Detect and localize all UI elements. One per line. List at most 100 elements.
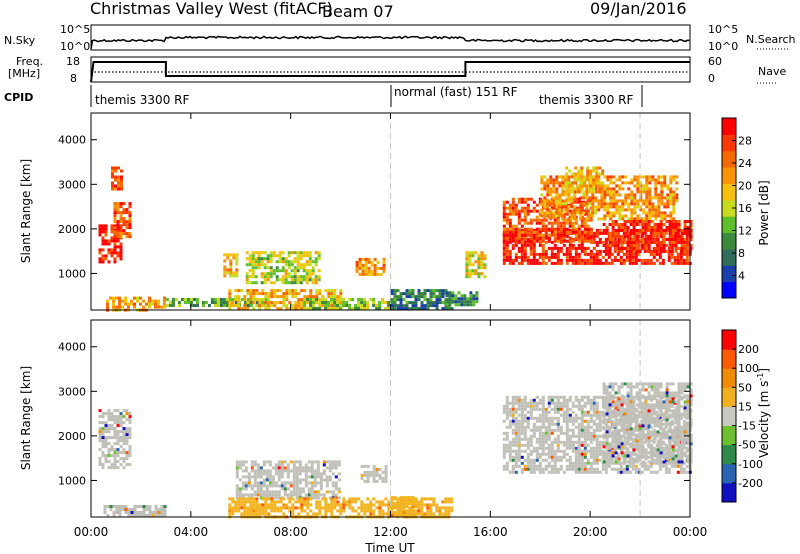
velocity-cell <box>622 398 626 402</box>
velocity-cell <box>640 464 644 468</box>
velocity-cell <box>583 413 587 417</box>
velocity-cell <box>685 464 689 468</box>
power-cell <box>417 289 421 293</box>
power-cell <box>480 260 484 264</box>
power-cell <box>614 241 618 244</box>
velocity-cell <box>571 464 575 468</box>
power-cell <box>574 249 578 253</box>
power-cell <box>680 244 684 247</box>
velocity-cell <box>318 503 322 507</box>
velocity-cell <box>667 413 671 417</box>
velocity-cell <box>611 433 615 437</box>
power-cell <box>546 205 550 209</box>
power-cell <box>505 227 509 231</box>
power-cell <box>609 217 613 221</box>
velocity-cell <box>559 455 563 459</box>
power-cell <box>544 230 548 234</box>
power-cell <box>683 220 687 223</box>
nave-tick-low: 0 <box>708 72 715 85</box>
power-cell <box>517 261 521 265</box>
velocity-cell <box>565 446 569 450</box>
power-cell <box>666 196 670 200</box>
velocity-cell <box>580 434 584 438</box>
velocity-cell <box>538 419 542 423</box>
power-cell <box>547 233 551 237</box>
power-cell <box>315 295 319 299</box>
velocity-cell <box>614 403 618 407</box>
velocity-cell <box>285 506 289 510</box>
power-cell <box>595 234 599 238</box>
power-cell <box>269 269 273 273</box>
power-cell <box>592 175 596 179</box>
power-cell <box>574 227 578 231</box>
power-cell <box>308 257 312 261</box>
velocity-cell <box>514 437 518 441</box>
power-cell <box>662 238 666 241</box>
power-cell <box>671 229 675 232</box>
velocity-cell <box>577 407 581 411</box>
power-cell <box>592 252 596 256</box>
power-cell <box>595 166 599 170</box>
power-cell <box>339 301 343 305</box>
velocity-cell <box>580 431 584 435</box>
velocity-cell <box>535 419 539 423</box>
velocity-cell <box>369 473 373 477</box>
power-cell <box>658 261 662 265</box>
power-cell <box>278 260 282 264</box>
velocity-cell <box>559 431 563 435</box>
freq-tick-low: 8 <box>70 72 77 85</box>
velocity-cell <box>417 503 421 507</box>
velocity-cell <box>303 503 307 507</box>
velocity-cell <box>255 500 259 504</box>
velocity-cell <box>622 407 626 411</box>
velocity-cell <box>547 422 551 426</box>
power-cell <box>535 239 539 243</box>
power-cell <box>523 209 527 213</box>
velocity-cell <box>387 503 391 507</box>
power-cell <box>98 251 102 255</box>
velocity-cell <box>623 400 627 404</box>
velocity-cell <box>544 410 548 414</box>
velocity-cell <box>303 500 307 504</box>
power-cell <box>255 301 259 304</box>
power-cell <box>405 289 409 293</box>
nsearch-tick-high: 10^5 <box>708 23 738 36</box>
power-cell <box>662 241 666 244</box>
velocity-cell <box>541 449 545 453</box>
velocity-cell <box>595 434 599 438</box>
power-cell <box>654 184 658 188</box>
power-cell <box>546 208 550 212</box>
velocity-cell <box>556 407 560 411</box>
velocity-cell <box>565 467 569 471</box>
velocity-cell <box>423 497 427 501</box>
power-cell <box>255 292 259 296</box>
power-cell <box>543 184 547 188</box>
power-cell <box>618 184 622 188</box>
velocity-cell <box>547 404 551 408</box>
power-cell <box>390 304 394 308</box>
velocity-cell <box>625 428 629 432</box>
power-cell <box>113 217 117 221</box>
power-cell <box>577 236 581 240</box>
power-cell <box>573 190 577 194</box>
velocity-cell <box>322 460 326 464</box>
power-cell <box>570 196 574 200</box>
velocity-cell <box>238 460 242 464</box>
power-cell <box>544 255 548 259</box>
power-cell <box>577 233 581 237</box>
velocity-cell <box>268 460 272 464</box>
velocity-cell <box>253 472 257 476</box>
power-cell <box>279 289 283 293</box>
velocity-cell <box>113 463 117 467</box>
velocity-cell <box>331 460 335 464</box>
velocity-cell <box>544 428 548 432</box>
velocity-cell <box>505 446 509 450</box>
velocity-cell <box>125 409 129 413</box>
power-cell <box>561 190 565 194</box>
power-cell <box>98 257 102 261</box>
velocity-cell <box>550 449 554 453</box>
velocity-cell <box>243 497 247 501</box>
power-cell <box>538 255 542 259</box>
power-cell <box>223 271 227 275</box>
velocity-cell <box>535 428 539 432</box>
